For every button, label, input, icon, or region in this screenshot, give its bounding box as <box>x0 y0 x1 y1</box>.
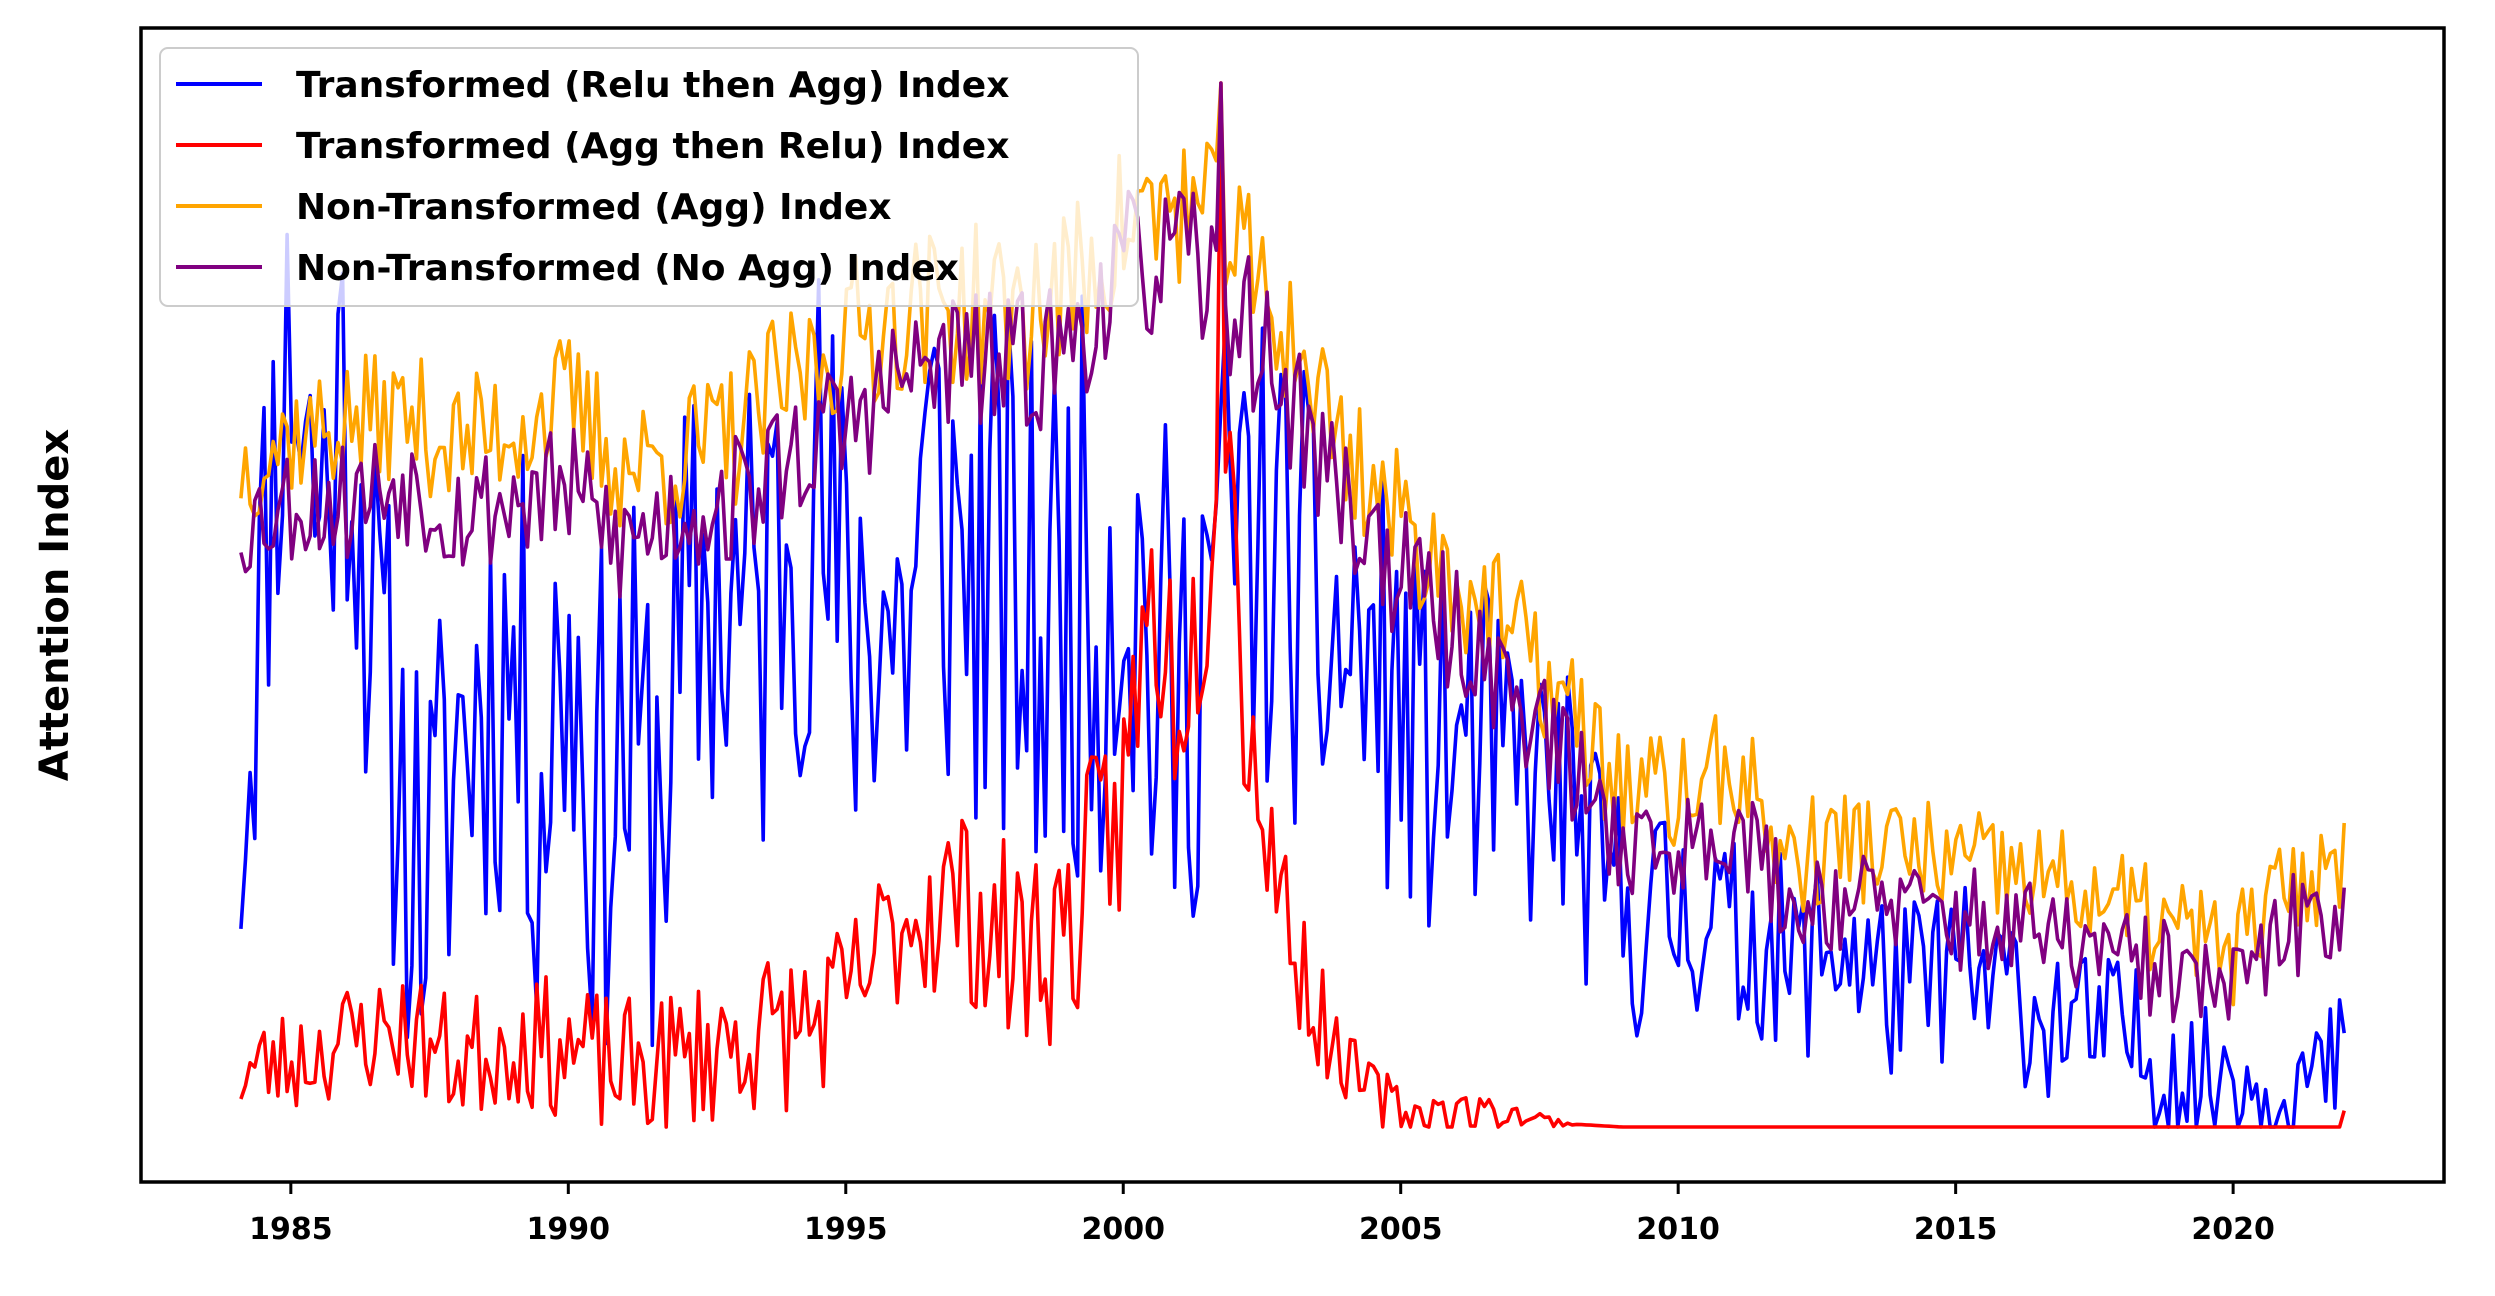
legend-box <box>159 47 1139 307</box>
x-tick-label: 1990 <box>527 1212 611 1247</box>
x-tick-label: 1985 <box>249 1212 333 1247</box>
x-axis: 1985 1990 1995 2000 2005 2010 2015 2020 <box>249 1182 2275 1247</box>
legend-label-3: Non-Transformed (Agg) Index <box>296 187 892 228</box>
x-tick-label: 1995 <box>804 1212 888 1247</box>
plot-frame <box>139 26 2446 1184</box>
legend-label-1: Transformed (Relu then Agg) Index <box>296 65 1009 106</box>
y-axis-title: Attention Index <box>32 429 78 782</box>
series-layer <box>239 81 2346 1129</box>
legend-label-2: Transformed (Agg then Relu) Index <box>296 126 1009 167</box>
legend-label-4: Non-Transformed (No Agg) Index <box>296 248 959 289</box>
series-line-1 <box>239 232 2346 1129</box>
x-tick-label: 2010 <box>1636 1212 1720 1247</box>
series-line-4 <box>239 81 2346 1024</box>
series-line-3 <box>239 81 2346 1007</box>
series-line-2 <box>239 81 2346 1129</box>
x-tick-label: 2015 <box>1914 1212 1998 1247</box>
x-tick-label: 2020 <box>2191 1212 2275 1247</box>
legend[interactable]: Transformed (Relu then Agg) Index Transfo… <box>159 47 1139 307</box>
x-tick-label: 2000 <box>1081 1212 1165 1247</box>
x-tick-label: 2005 <box>1359 1212 1443 1247</box>
